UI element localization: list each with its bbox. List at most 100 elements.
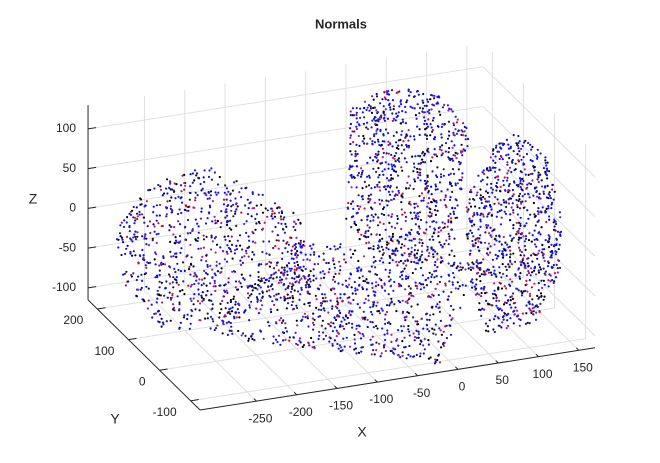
cloud-point: [533, 306, 536, 309]
cloud-point: [188, 191, 191, 194]
cloud-point: [479, 218, 482, 221]
cloud-point: [395, 310, 398, 313]
cloud-point: [229, 312, 232, 315]
cloud-point: [540, 179, 543, 182]
cloud-point: [255, 213, 258, 216]
cloud-point: [480, 314, 483, 317]
cloud-point: [511, 292, 515, 295]
cloud-point: [174, 239, 178, 242]
cloud-point: [274, 338, 278, 341]
cloud-point: [298, 298, 301, 301]
cloud-point: [421, 150, 425, 154]
cloud-point: [459, 262, 462, 265]
cloud-point: [257, 312, 260, 315]
cloud-point: [122, 273, 125, 276]
cloud-point: [414, 320, 417, 323]
cloud-point: [378, 181, 381, 184]
cloud-point: [539, 292, 543, 295]
cloud-point: [279, 317, 283, 320]
cloud-point: [407, 231, 411, 234]
cloud-point: [510, 206, 513, 209]
cloud-point: [428, 271, 431, 274]
cloud-point: [407, 247, 410, 250]
cloud-point: [490, 182, 493, 185]
cloud-point: [431, 235, 434, 238]
cloud-point: [371, 208, 374, 211]
cloud-point: [536, 220, 539, 223]
cloud-point: [537, 211, 541, 214]
cloud-point: [392, 164, 396, 167]
cloud-point: [410, 228, 413, 231]
cloud-point: [529, 267, 533, 270]
cloud-point: [456, 265, 459, 268]
cloud-point: [376, 224, 380, 227]
cloud-point: [538, 196, 541, 199]
cloud-point: [516, 309, 519, 312]
cloud-point: [427, 191, 430, 194]
cloud-point: [186, 232, 189, 235]
cloud-point: [255, 204, 258, 207]
cloud-point: [128, 226, 131, 229]
cloud-point: [400, 227, 403, 231]
cloud-point: [220, 221, 223, 225]
cloud-point: [308, 277, 311, 280]
cloud-point: [389, 106, 392, 109]
cloud-point: [400, 130, 403, 133]
cloud-point: [483, 172, 486, 176]
cloud-point: [495, 215, 498, 218]
cloud-point: [527, 141, 530, 145]
cloud-point: [529, 143, 532, 146]
cloud-point: [375, 349, 378, 352]
cloud-point: [168, 224, 171, 227]
cloud-point: [129, 250, 132, 254]
cloud-point: [203, 169, 206, 172]
cloud-point: [387, 179, 390, 182]
cloud-point: [261, 291, 264, 294]
cloud-point: [355, 143, 358, 146]
cloud-point: [295, 304, 298, 307]
cloud-point: [454, 184, 457, 187]
cloud-point: [544, 159, 547, 162]
cloud-point: [381, 309, 384, 312]
cloud-point: [360, 350, 363, 353]
cloud-point: [375, 129, 378, 132]
cloud-point: [510, 280, 514, 283]
cloud-point: [349, 314, 352, 317]
cloud-point: [423, 119, 427, 122]
cloud-point: [408, 255, 411, 258]
cloud-point: [466, 237, 469, 240]
cloud-point: [417, 333, 420, 336]
cloud-point: [355, 111, 358, 114]
cloud-point: [286, 273, 289, 276]
cloud-point: [333, 263, 336, 266]
cloud-point: [296, 263, 300, 267]
cloud-point: [251, 337, 254, 341]
cloud-point: [399, 259, 402, 263]
cloud-point: [363, 318, 366, 321]
cloud-point: [244, 204, 247, 207]
cloud-point: [457, 168, 460, 171]
cloud-point: [297, 218, 300, 221]
cloud-point: [356, 152, 359, 156]
cloud-point: [462, 122, 465, 125]
cloud-point: [537, 271, 541, 274]
cloud-point: [454, 216, 457, 220]
cloud-point: [402, 262, 405, 265]
cloud-point: [425, 122, 428, 126]
cloud-point: [485, 226, 488, 229]
cloud-point: [551, 266, 554, 269]
cloud-point: [356, 288, 359, 291]
cloud-point: [430, 126, 433, 129]
cloud-point: [408, 297, 411, 300]
cloud-point: [331, 330, 334, 333]
cloud-point: [538, 231, 541, 234]
cloud-point: [404, 288, 407, 291]
cloud-point: [443, 226, 446, 229]
cloud-point: [454, 128, 457, 131]
cloud-point: [475, 265, 479, 268]
cloud-point: [190, 263, 193, 266]
cloud-point: [425, 137, 429, 140]
cloud-point: [397, 354, 400, 357]
cloud-point: [490, 208, 493, 211]
cloud-point: [509, 299, 512, 302]
